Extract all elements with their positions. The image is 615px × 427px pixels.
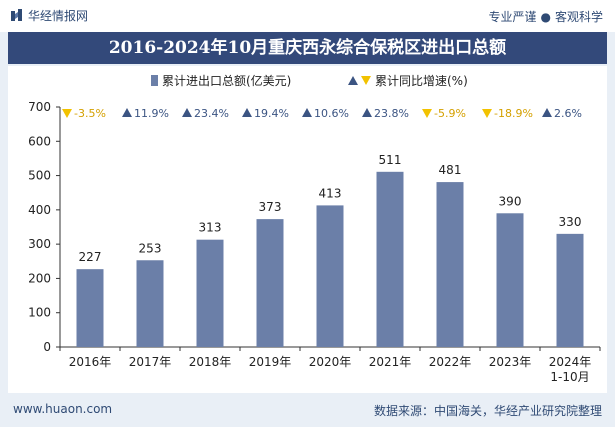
growth-up-icon — [362, 108, 372, 117]
growth-label: 2.6% — [554, 107, 582, 120]
bar — [196, 239, 224, 347]
y-tick-label: 700 — [28, 100, 51, 114]
tagline-separator: ● — [540, 10, 551, 24]
site-url[interactable]: www.huaon.com — [13, 402, 113, 416]
growth-up-icon — [542, 108, 552, 117]
growth-down-icon — [422, 109, 432, 118]
bar — [436, 182, 464, 347]
growth-down-icon — [482, 109, 492, 118]
legend-up-triangle-icon — [348, 76, 358, 85]
growth-up-icon — [122, 108, 132, 117]
legend-bar-swatch-icon — [151, 75, 158, 86]
chart-panel: 0 100 200 300 400 500 600 700 227 2016年 253 2017年 31… — [8, 66, 607, 393]
tagline-left: 专业严谨 — [488, 10, 537, 24]
y-tick-label: 200 — [28, 271, 51, 285]
top-bar: 华经情报网 专业严谨 ● 客观科学 — [0, 0, 615, 32]
growth-down-icon — [62, 109, 72, 118]
bar-value-label: 413 — [319, 186, 342, 200]
growth-label: 10.6% — [314, 107, 349, 120]
chart-title: 2016-2024年10月重庆西永综合保税区进出口总额 — [8, 32, 607, 64]
brand-name: 华经情报网 — [28, 9, 89, 23]
y-tick-label: 300 — [28, 237, 51, 251]
bar — [376, 171, 404, 347]
footer: www.huaon.com 数据来源：中国海关，华经产业研究院整理 — [0, 393, 615, 427]
growth-label: -5.9% — [434, 107, 466, 120]
bar-value-label: 253 — [139, 241, 162, 255]
x-tick-label: 2023年 — [489, 355, 532, 369]
growth-label: -3.5% — [74, 107, 106, 120]
legend-down-triangle-icon — [361, 76, 371, 85]
legend-bar-label: 累计进出口总额(亿美元) — [162, 73, 291, 88]
x-tick-label: 1-10月 — [550, 370, 589, 384]
bar — [496, 213, 524, 347]
x-tick-label: 2019年 — [249, 355, 292, 369]
growth-label: -18.9% — [494, 107, 533, 120]
tagline-right: 客观科学 — [554, 10, 603, 24]
growth-up-icon — [302, 108, 312, 117]
bar — [556, 233, 584, 347]
legend-growth-label: 累计同比增速(%) — [375, 74, 468, 88]
bar-value-label: 330 — [559, 215, 582, 229]
bar-value-label: 390 — [499, 194, 522, 208]
tagline: 专业严谨 ● 客观科学 — [488, 8, 603, 25]
huajing-logo-icon — [11, 9, 22, 21]
x-tick-label: 2022年 — [429, 355, 472, 369]
bar-value-label: 481 — [439, 163, 462, 177]
bar-value-label: 511 — [379, 153, 402, 167]
bar — [76, 269, 104, 347]
bar-value-label: 373 — [259, 200, 282, 214]
growth-up-icon — [242, 108, 252, 117]
brand[interactable]: 华经情报网 — [10, 7, 88, 24]
bar — [316, 205, 344, 347]
growth-label: 23.4% — [194, 107, 229, 120]
y-tick-label: 500 — [28, 169, 51, 183]
y-tick-label: 0 — [43, 340, 51, 354]
data-source: 数据来源：中国海关，华经产业研究院整理 — [373, 404, 602, 418]
growth-label: 19.4% — [254, 107, 289, 120]
y-tick-label: 100 — [28, 306, 51, 320]
growth-label: 23.8% — [374, 107, 409, 120]
bar-chart: 0 100 200 300 400 500 600 700 227 2016年 253 2017年 31… — [28, 73, 601, 384]
x-tick-label: 2016年 — [69, 355, 112, 369]
x-tick-label: 2024年 — [549, 355, 592, 369]
x-tick-label: 2018年 — [189, 355, 232, 369]
bar-value-label: 313 — [199, 221, 222, 235]
y-tick-label: 400 — [28, 203, 51, 217]
growth-label: 11.9% — [134, 107, 169, 120]
x-tick-label: 2017年 — [129, 355, 172, 369]
x-tick-label: 2021年 — [369, 355, 412, 369]
bar — [256, 219, 284, 347]
x-tick-label: 2020年 — [309, 355, 352, 369]
bar-value-label: 227 — [79, 250, 102, 264]
growth-up-icon — [182, 108, 192, 117]
bar — [136, 260, 164, 347]
y-tick-label: 600 — [28, 134, 51, 148]
